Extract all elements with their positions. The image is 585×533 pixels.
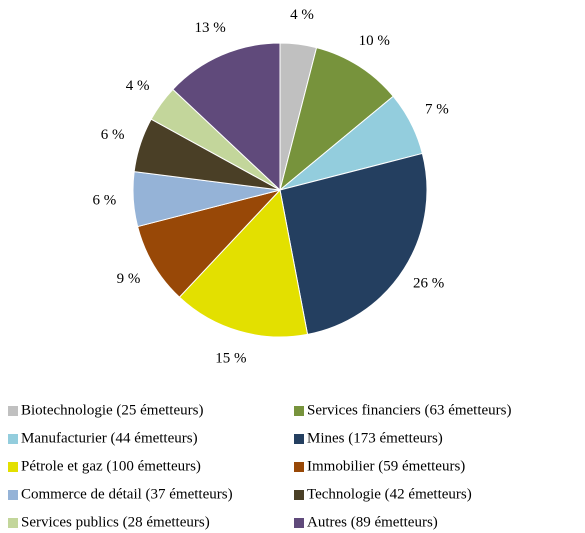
data-label: 4 %: [126, 78, 150, 94]
legend-swatch: [8, 518, 18, 528]
legend-label: Manufacturier (44 émetteurs): [21, 430, 198, 446]
legend-label: Services publics (28 émetteurs): [21, 514, 210, 530]
legend-label: Commerce de détail (37 émetteurs): [21, 486, 233, 502]
data-label: 7 %: [425, 102, 449, 118]
data-label: 15 %: [215, 350, 246, 366]
data-label: 26 %: [413, 276, 444, 292]
legend-swatch: [294, 518, 304, 528]
legend-label: Immobilier (59 émetteurs): [307, 458, 465, 474]
data-label: 6 %: [92, 192, 116, 208]
data-label: 13 %: [194, 20, 225, 36]
legend-swatch: [294, 490, 304, 500]
legend-label: Services financiers (63 émetteurs): [307, 402, 512, 418]
legend-swatch: [294, 406, 304, 416]
legend-swatch: [294, 462, 304, 472]
data-label: 6 %: [101, 127, 125, 143]
legend-label: Technologie (42 émetteurs): [307, 486, 472, 502]
data-label: 4 %: [290, 7, 314, 23]
pie-slice: [178, 188, 309, 338]
legend-swatch: [8, 462, 18, 472]
pie-slice: [172, 42, 281, 192]
data-label: 10 %: [359, 33, 390, 49]
pie-slice: [137, 189, 282, 298]
legend-swatch: [8, 490, 18, 500]
pie-slice: [279, 152, 428, 335]
legend-label: Biotechnologie (25 émetteurs): [21, 402, 203, 418]
legend-swatch: [294, 434, 304, 444]
pie-slice: [279, 47, 394, 192]
legend-label: Mines (173 émetteurs): [307, 430, 443, 446]
data-label: 9 %: [117, 271, 141, 287]
legend-label: Autres (89 émetteurs): [307, 514, 438, 530]
legend-swatch: [8, 434, 18, 444]
legend-label: Pétrole et gaz (100 émetteurs): [21, 458, 201, 474]
legend-swatch: [8, 406, 18, 416]
